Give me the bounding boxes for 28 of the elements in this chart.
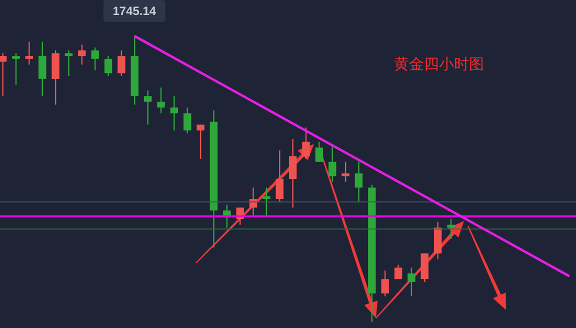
candlestick — [118, 50, 126, 77]
candlestick — [328, 144, 336, 182]
candlestick — [302, 126, 310, 160]
candlestick — [25, 41, 34, 66]
candlestick — [394, 264, 402, 280]
candlestick — [381, 270, 389, 297]
candlestick — [447, 218, 455, 240]
annotation: 1745.14 — [112, 4, 156, 18]
candlestick — [38, 41, 46, 97]
text: 黄金四小时图 — [394, 55, 484, 74]
candlestick — [184, 106, 192, 134]
candlestick — [78, 44, 86, 66]
candlestick — [0, 52, 7, 97]
candlestick — [288, 138, 297, 208]
candlestick — [104, 55, 112, 77]
candlestick — [408, 267, 416, 297]
candlestick — [64, 50, 73, 77]
candlestick — [12, 52, 20, 86]
candlestick — [91, 46, 99, 71]
candlestick — [342, 161, 350, 182]
candlestick — [315, 141, 324, 162]
candlestick — [144, 90, 152, 126]
candlestick — [170, 95, 178, 131]
candlestick — [196, 124, 204, 160]
candlestick — [262, 186, 270, 217]
candlestick — [276, 150, 284, 202]
candlestick — [157, 86, 165, 114]
candlestick — [354, 161, 363, 202]
